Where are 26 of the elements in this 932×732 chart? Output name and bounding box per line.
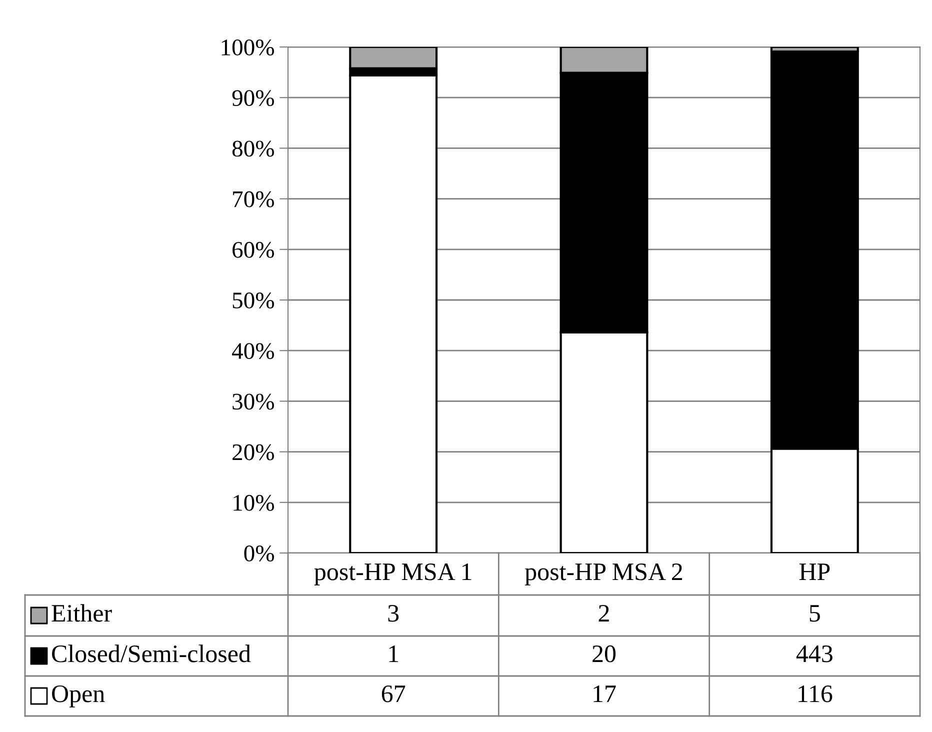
legend-label: Closed/Semi-closed [52,644,251,662]
y-tick-label: 100% [222,39,274,56]
y-tick-label: 10% [234,494,274,511]
text: 116 [798,685,832,702]
y-tick-label: 30% [232,394,274,410]
y-tick-label: 80% [232,140,274,157]
text: 17 [594,686,616,702]
y-tick-label: 50% [232,292,274,308]
text: 2 [598,604,609,622]
x-tick-label: HP [799,564,830,580]
text: 1 [389,646,398,662]
y-tick-label: 60% [232,242,274,258]
y-tick-label: 70% [233,191,274,208]
y-tick-label: 90% [232,90,274,106]
text: 5 [810,605,820,622]
y-tick-label: 20% [232,444,274,460]
y-tick-label: 0% [244,545,274,562]
legend-label: Open [52,685,105,708]
y-tick-label: 40% [232,343,274,360]
text: 3 [388,604,399,622]
x-tick-label: post-HP MSA 2 [524,563,682,586]
x-tick-label: post-HP MSA 1 [314,563,472,586]
text: 67 [382,685,406,702]
text: 443 [796,645,832,662]
legend-label: Either [52,604,112,622]
text: 20 [592,645,616,662]
